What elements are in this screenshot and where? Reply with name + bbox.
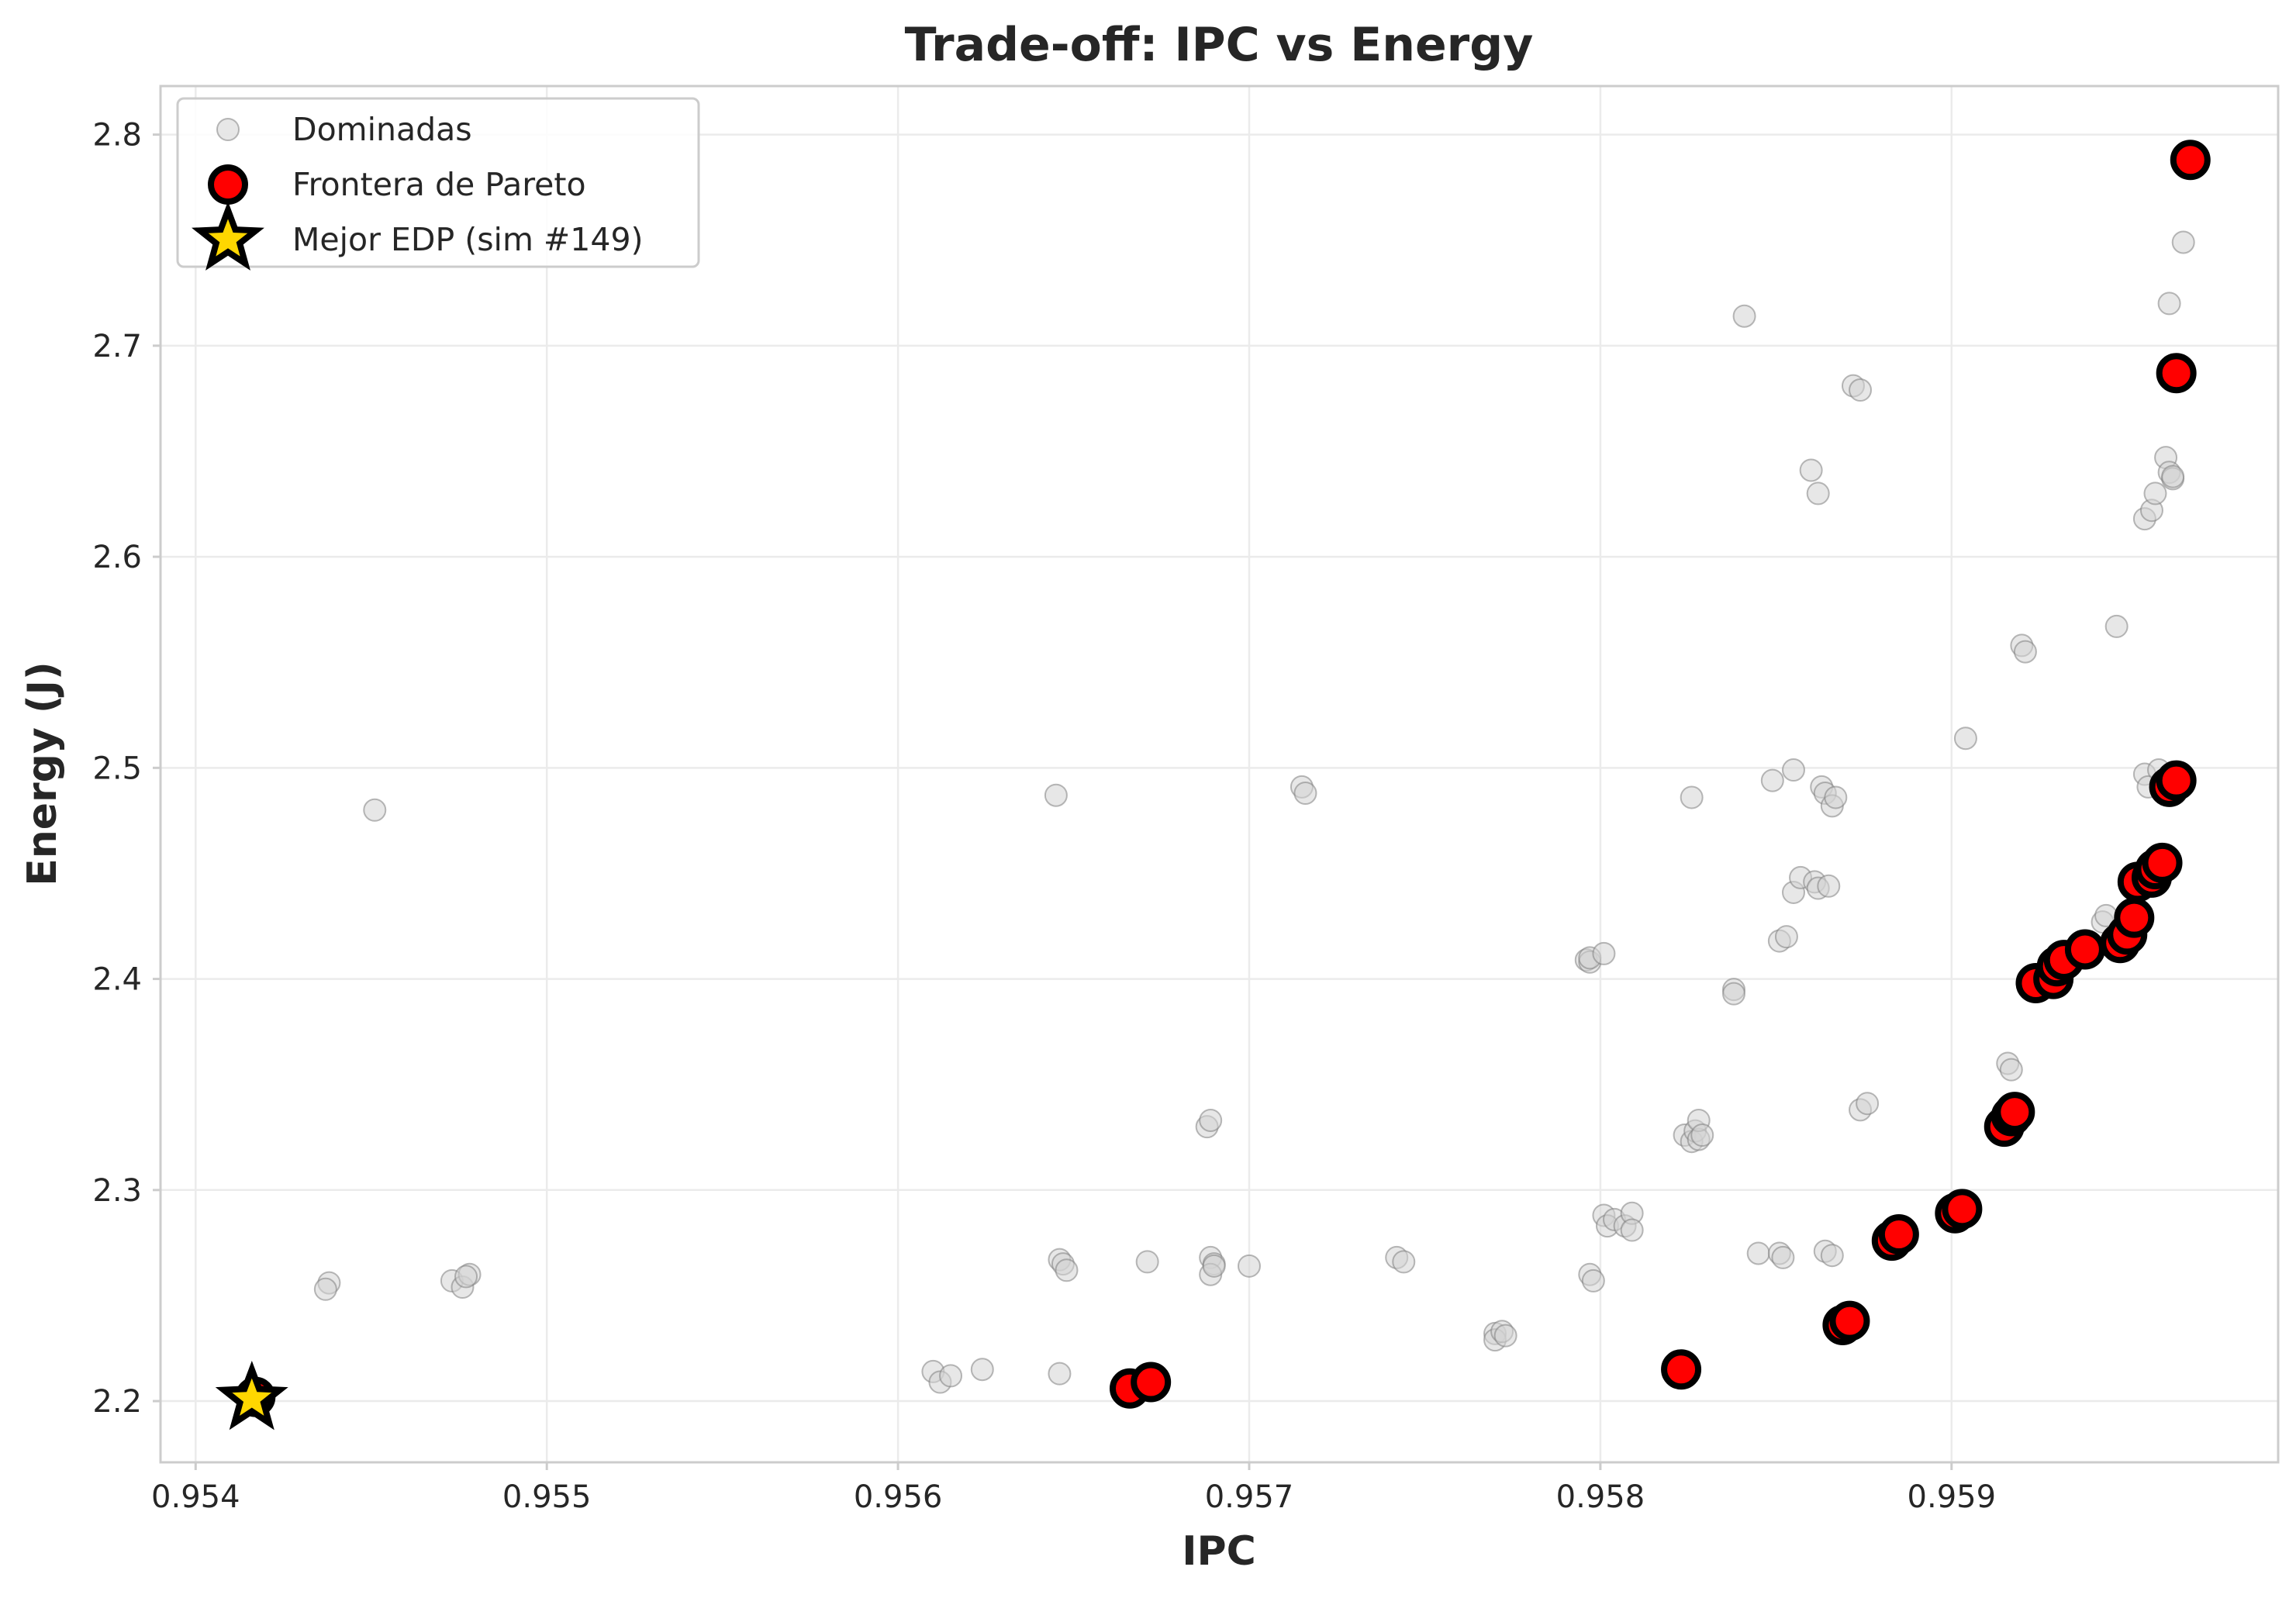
pareto-point-3 [1661, 1349, 1702, 1390]
x-tick-label: 0.955 [502, 1479, 592, 1515]
dominated-point-9 [939, 1364, 963, 1388]
axis-ticks: 0.954 0.955 0.956 0.957 0.958 0.959 2.2 2.3 2.4 2… [92, 118, 1996, 1515]
pareto-point-7 [1878, 1213, 1919, 1255]
best-layer [215, 1360, 288, 1431]
dominated-point-82 [2013, 640, 2037, 664]
dominated-point-90 [2143, 481, 2167, 506]
dominated-point-6 [454, 1265, 478, 1289]
dominated-point-80 [1999, 1058, 2023, 1082]
dominated-point-25 [1293, 782, 1317, 806]
legend: Dominadas Frontera de Pareto Mejor EDP (si… [176, 97, 700, 271]
grid [161, 86, 2278, 1462]
dominated-point-0 [363, 798, 387, 822]
pareto-point-28 [2170, 140, 2211, 181]
dominated-point-60 [1781, 758, 1805, 782]
dominated-point-46 [1680, 785, 1704, 809]
dominated-point-73 [1824, 785, 1848, 809]
pareto-point-12 [1994, 1092, 2035, 1133]
dominated-point-27 [1392, 1250, 1416, 1274]
legend-item-best-edp-label: Mejor EDP (sim #149) [292, 221, 644, 258]
dominated-point-75 [1849, 378, 1873, 402]
legend-item-best-edp: Mejor EDP (sim #149) [192, 201, 644, 271]
x-tick-label: 0.956 [854, 1479, 943, 1515]
dominated-point-59 [1774, 925, 1798, 949]
pareto-layer [235, 140, 2211, 1417]
x-tick-label: 0.959 [1908, 1479, 1997, 1515]
dominated-point-22 [1202, 1254, 1226, 1278]
pareto-point-17 [2064, 929, 2105, 970]
legend-item-best-edp-marker [192, 201, 264, 271]
dominated-point-10 [970, 1358, 994, 1382]
pareto-point-24 [2142, 842, 2183, 883]
x-tick-label: 0.958 [1556, 1479, 1645, 1515]
dominated-point-2 [313, 1277, 337, 1301]
dominated-point-31 [1493, 1324, 1517, 1348]
dominated-point-97 [2161, 464, 2185, 488]
dominated-point-15 [1048, 1362, 1072, 1386]
dominated-point-77 [1856, 1092, 1880, 1116]
dominated-point-69 [1817, 874, 1841, 898]
best-edp-marker-0 [215, 1360, 288, 1431]
y-tick-label: 2.7 [92, 329, 142, 364]
legend-item-dominadas: Dominadas [216, 111, 472, 148]
y-tick-label: 2.8 [92, 118, 142, 154]
legend-item-pareto: Frontera de Pareto [208, 164, 586, 205]
dominated-point-54 [1746, 1241, 1770, 1265]
pareto-point-9 [1942, 1189, 1983, 1230]
dominated-point-78 [1953, 727, 1977, 751]
plot-frame [159, 85, 2280, 1464]
y-tick-label: 2.3 [92, 1173, 142, 1209]
legend-item-pareto-marker [208, 164, 248, 205]
legend-item-dominadas-marker [216, 118, 240, 141]
dominated-point-63 [1799, 458, 1823, 482]
chart-title: Trade-off: IPC vs Energy [905, 18, 1534, 72]
pareto-point-20 [2114, 897, 2155, 938]
dominated-point-94 [2157, 292, 2181, 316]
y-tick-label: 2.2 [92, 1384, 142, 1420]
dominated-point-52 [1722, 982, 1746, 1006]
pareto-point-2 [1131, 1362, 1172, 1403]
y-axis-label: Energy (J) [19, 661, 66, 886]
y-tick-label: 2.6 [92, 540, 142, 575]
pareto-point-5 [1829, 1300, 1870, 1341]
legend-item-pareto-label: Frontera de Pareto [292, 166, 586, 203]
legend-item-dominadas-label: Dominadas [292, 111, 472, 148]
dominated-point-11 [1044, 783, 1068, 807]
dominated-point-57 [1771, 1245, 1795, 1269]
dominated-point-50 [1690, 1123, 1714, 1148]
legend-box [176, 97, 700, 268]
dominated-point-53 [1732, 304, 1756, 328]
dominated-point-35 [1592, 941, 1616, 965]
x-tick-label: 0.957 [1205, 1479, 1294, 1515]
dominated-point-23 [1237, 1254, 1261, 1278]
dominated-point-16 [1135, 1250, 1159, 1274]
dominated-point-37 [1581, 1268, 1605, 1293]
pareto-point-27 [2156, 353, 2197, 394]
dominated-point-14 [1055, 1258, 1079, 1282]
x-tick-label: 0.954 [151, 1479, 240, 1515]
pareto-point-26 [2156, 760, 2197, 801]
y-tick-label: 2.5 [92, 751, 142, 786]
dominated-point-43 [1620, 1218, 1644, 1242]
dominated-point-18 [1199, 1108, 1223, 1132]
dominated-point-85 [2104, 614, 2129, 638]
dominated-point-55 [1760, 768, 1784, 792]
dominated-point-71 [1820, 1244, 1844, 1268]
y-tick-label: 2.4 [92, 962, 142, 998]
x-axis-label: IPC [1182, 1528, 1256, 1575]
dominated-point-99 [2171, 230, 2195, 254]
dominated-point-66 [1806, 481, 1830, 506]
